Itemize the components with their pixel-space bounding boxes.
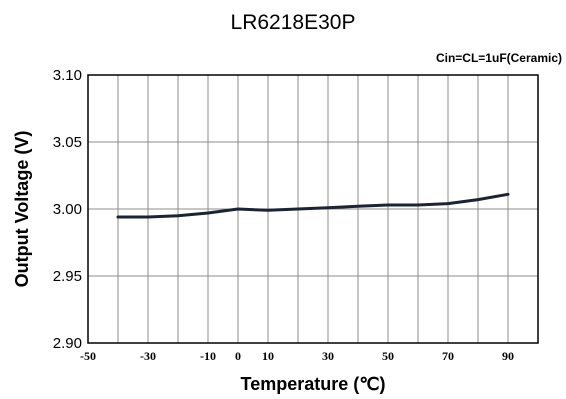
y-tick-label: 3.00 xyxy=(53,201,82,218)
y-tick-label: 3.10 xyxy=(53,67,82,84)
x-tick-label: -10 xyxy=(200,349,216,363)
x-tick-label: 30 xyxy=(322,349,334,363)
y-tick-label: 3.05 xyxy=(53,134,82,151)
test-condition-annotation: Cin=CL=1uF(Ceramic) xyxy=(436,51,562,65)
x-tick-label: 90 xyxy=(502,349,514,363)
x-tick-label: 50 xyxy=(382,349,394,363)
data-series xyxy=(116,192,510,219)
y-tick-label: 2.90 xyxy=(53,335,82,352)
x-tick-label: -50 xyxy=(80,349,96,363)
y-axis-label: Output Voltage (V) xyxy=(12,131,32,288)
plot-frame xyxy=(87,74,539,344)
x-axis-label: Temperature (℃) xyxy=(241,374,386,394)
x-tick-label: 0 xyxy=(235,349,241,363)
y-tick-label: 2.95 xyxy=(53,268,82,285)
x-tick-label: 70 xyxy=(442,349,454,363)
y-axis-ticks: 2.90 2.95 3.00 3.05 3.10 xyxy=(53,67,82,352)
series-line xyxy=(116,192,510,219)
x-axis-ticks: -50 -30 -10 0 10 30 50 70 90 xyxy=(80,349,514,363)
x-tick-label: 10 xyxy=(262,349,274,363)
chart-title: LR6218E30P xyxy=(231,11,356,34)
x-tick-label: -30 xyxy=(140,349,156,363)
